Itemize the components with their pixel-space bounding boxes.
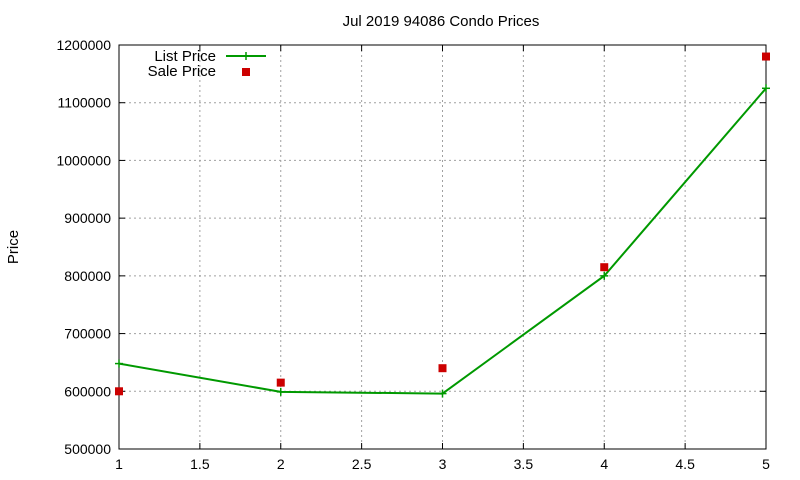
y-tick-label: 1000000	[56, 152, 111, 168]
plot-frame	[118, 44, 767, 450]
sale-price-point	[762, 52, 770, 61]
axis-ticks: 1 1.5 2 2.5 3 3.5 4 4.5 5 500000 600000 700000 80000…	[56, 37, 770, 472]
y-tick-label: 500000	[64, 441, 111, 457]
list-price-point	[438, 389, 447, 398]
list-price-point	[762, 84, 770, 93]
series	[115, 52, 770, 398]
y-tick-label: 600000	[64, 383, 111, 399]
sale-price-point	[276, 378, 285, 387]
y-tick-label: 1200000	[56, 37, 111, 53]
legend-label-list-price: List Price	[154, 48, 216, 65]
x-tick-label: 1.5	[190, 456, 210, 472]
y-tick-label: 800000	[64, 268, 111, 284]
sale-price-point	[115, 387, 123, 396]
x-tick-label: 3	[439, 456, 447, 472]
grid	[119, 45, 766, 449]
list-price-point	[115, 359, 123, 368]
y-tick-label: 900000	[64, 210, 111, 226]
x-tick-label: 3.5	[514, 456, 534, 472]
list-price-point	[600, 271, 609, 280]
list-price-point	[276, 387, 285, 396]
x-tick-label: 2.5	[352, 456, 372, 472]
sale-price-point	[600, 263, 609, 272]
x-tick-label: 1	[115, 456, 123, 472]
legend-entry-sale-price: Sale Price	[148, 63, 250, 80]
legend-entry-list-price: List Price	[154, 48, 266, 65]
x-tick-label: 4	[600, 456, 608, 472]
sale-price-point	[438, 364, 447, 373]
legend-label-sale-price: Sale Price	[148, 63, 216, 80]
x-tick-label: 4.5	[675, 456, 695, 472]
chart-title: Jul 2019 94086 Condo Prices	[343, 13, 540, 30]
x-tick-label: 5	[762, 456, 770, 472]
y-tick-label: 700000	[64, 326, 111, 342]
x-tick-label: 2	[277, 456, 285, 472]
y-axis-label: Price	[5, 230, 22, 264]
legend-swatch-sale-price	[242, 68, 250, 76]
y-tick-label: 1100000	[58, 95, 112, 111]
